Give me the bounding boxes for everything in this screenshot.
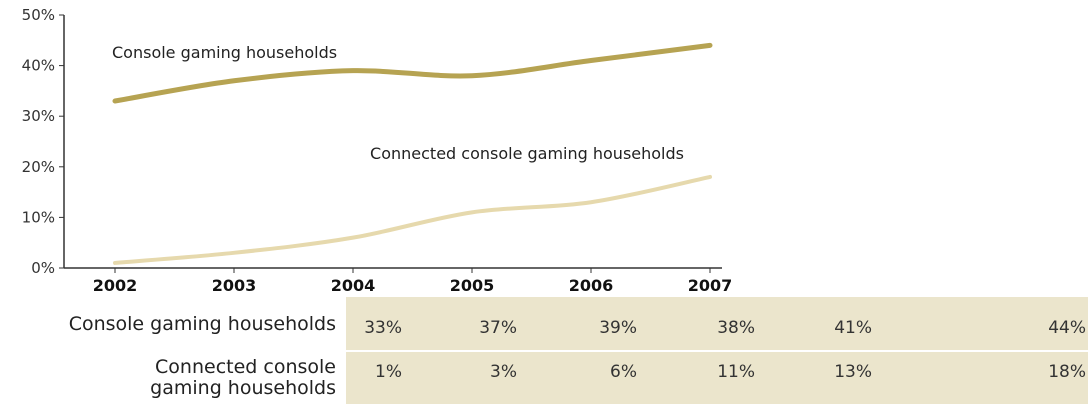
x-tick-label: 2006 xyxy=(569,276,614,295)
series-line xyxy=(112,42,713,104)
row-label-line: gaming households xyxy=(150,377,336,399)
axes xyxy=(63,15,722,269)
table-cell: 3% xyxy=(490,362,517,382)
table-cell: 18% xyxy=(1048,362,1086,382)
data-table-divider xyxy=(346,350,1088,352)
x-tick-label: 2004 xyxy=(331,276,376,295)
series-line xyxy=(113,174,712,265)
table-row-label-connected: Connected console gaming households xyxy=(150,357,336,399)
x-tick-label: 2005 xyxy=(450,276,495,295)
series-labels: Console gaming households Connected conso… xyxy=(112,43,684,163)
table-cell: 11% xyxy=(717,362,755,382)
row-label-line: Console gaming households xyxy=(68,313,336,335)
x-axis-ticks: 2002 2003 2004 2005 2006 2007 xyxy=(93,268,733,295)
table-cell: 1% xyxy=(375,362,402,382)
y-tick-label: 50% xyxy=(22,6,55,24)
table-cell: 39% xyxy=(599,318,637,338)
y-axis-ticks: 0% 10% 20% 30% 40% 50% xyxy=(22,6,64,277)
y-tick-label: 40% xyxy=(22,57,55,75)
table-row-label-console: Console gaming households xyxy=(69,314,336,335)
series-label: Console gaming households xyxy=(112,43,337,62)
series-label: Connected console gaming households xyxy=(370,144,684,163)
table-cell: 38% xyxy=(717,318,755,338)
x-tick-label: 2007 xyxy=(688,276,733,295)
table-cell: 13% xyxy=(834,362,872,382)
row-label-line: Connected console xyxy=(155,356,336,378)
table-cell: 6% xyxy=(610,362,637,382)
table-cell: 41% xyxy=(834,318,872,338)
y-tick-label: 20% xyxy=(22,158,55,176)
y-tick-label: 30% xyxy=(22,107,55,125)
line-chart: 0%10%20%30%40%50% 2002 2003 2004 2005 2006 20… xyxy=(22,6,733,295)
table-cell: 44% xyxy=(1048,318,1086,338)
series-group xyxy=(112,42,713,265)
table-cell: 33% xyxy=(364,318,402,338)
y-tick-label: 10% xyxy=(22,208,55,226)
table-cell: 37% xyxy=(479,318,517,338)
x-tick-label: 2002 xyxy=(93,276,138,295)
y-tick-label: 0% xyxy=(31,259,55,277)
x-tick-label: 2003 xyxy=(212,276,257,295)
